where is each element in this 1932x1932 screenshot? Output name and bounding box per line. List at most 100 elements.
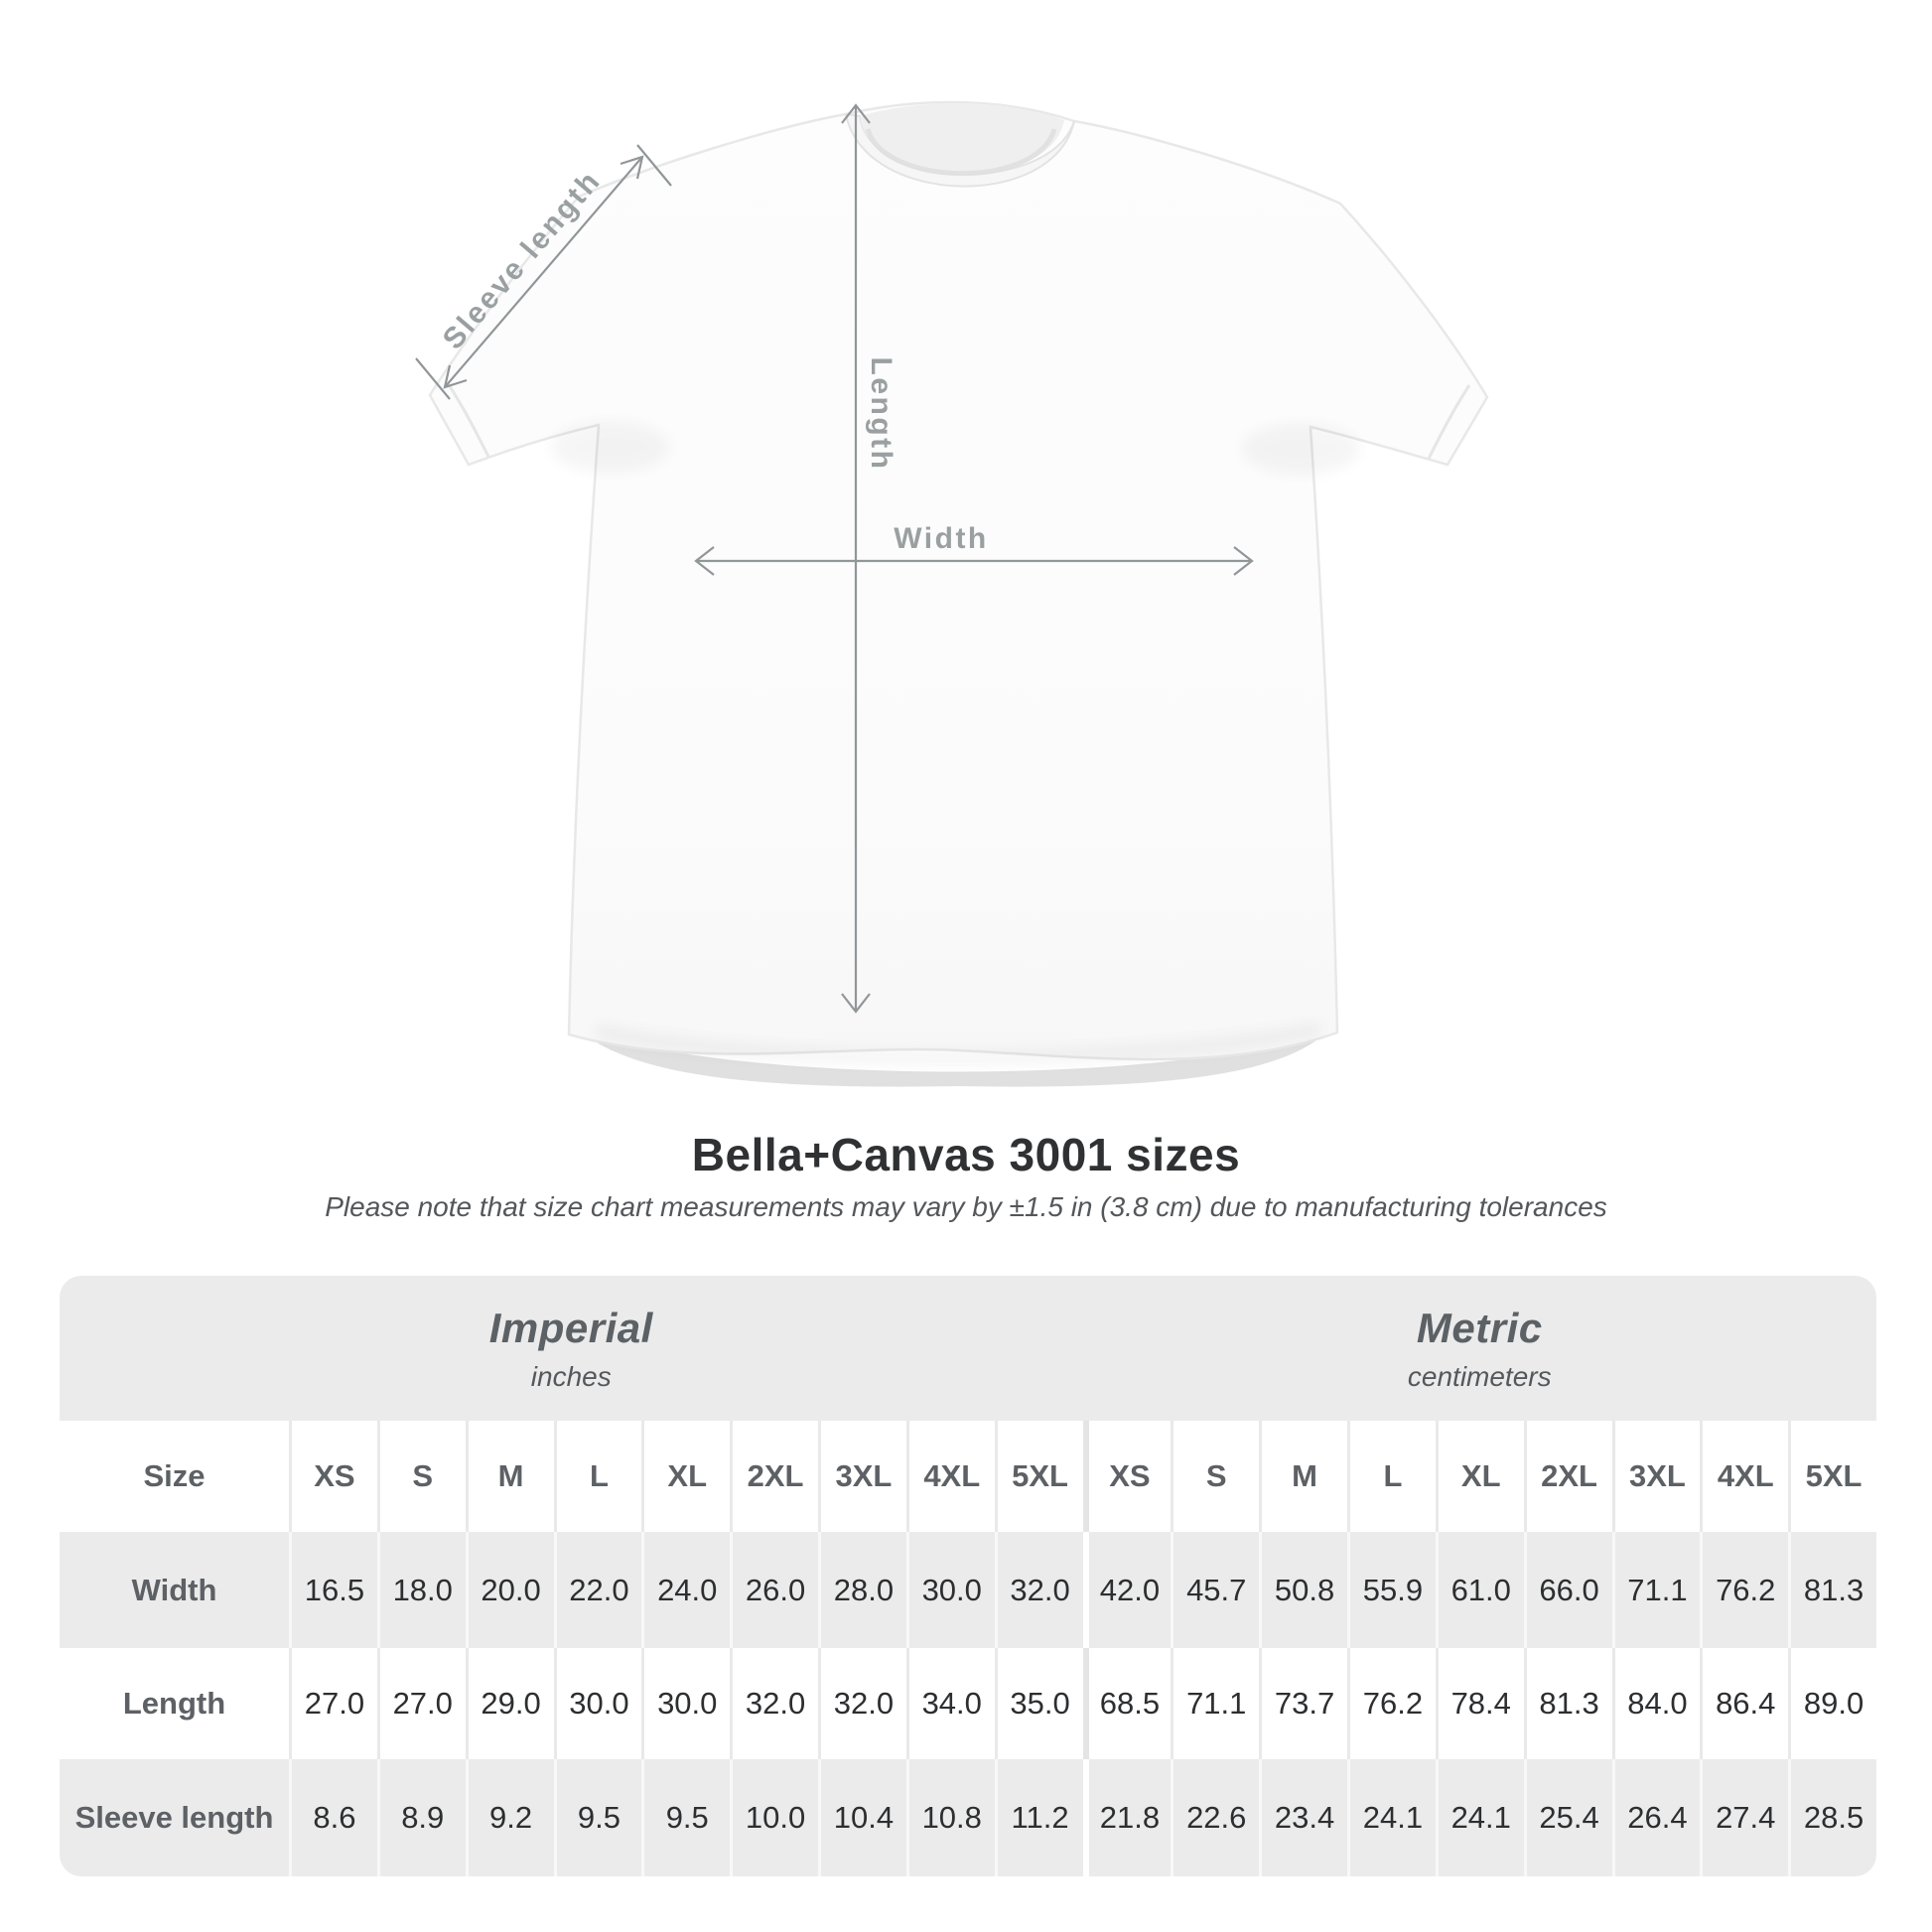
size-header-imperial-5xl: 5XL [994,1421,1083,1532]
table-cell: 24.1 [1435,1759,1524,1876]
table-cell: 84.0 [1611,1648,1701,1759]
table-cell: 86.4 [1700,1648,1789,1759]
size-header-imperial-s: S [376,1421,466,1532]
table-cell: 10.4 [818,1759,906,1876]
table-cell: 27.0 [376,1648,466,1759]
table-cell: 10.8 [905,1759,995,1876]
table-cell: 10.0 [730,1759,818,1876]
table-cell: 20.0 [465,1532,554,1648]
table-cell: 26.4 [1611,1759,1701,1876]
unit-group-imperial: Imperial inches [60,1276,1083,1421]
table-cell: 76.2 [1347,1648,1436,1759]
shade-hem [596,1021,1320,1065]
size-header-metric-3xl: 3XL [1611,1421,1701,1532]
table-cell: 9.5 [641,1759,730,1876]
size-header-metric-m: M [1259,1421,1347,1532]
table-cell: 32.0 [994,1532,1083,1648]
table-cell: 42.0 [1082,1532,1172,1648]
table-cell: 45.7 [1171,1532,1259,1648]
size-header-imperial-2xl: 2XL [730,1421,818,1532]
table-cell: 66.0 [1523,1532,1612,1648]
unit-group-name: Metric [1416,1304,1543,1351]
size-header-metric-s: S [1171,1421,1260,1532]
table-cell: 29.0 [465,1648,554,1759]
size-header-metric-4xl: 4XL [1700,1421,1789,1532]
size-header-imperial-4xl: 4XL [905,1421,995,1532]
table-cell: 8.6 [289,1759,377,1876]
table-cell: 89.0 [1788,1648,1876,1759]
table-cell: 76.2 [1700,1532,1788,1648]
page-title: Bella+Canvas 3001 sizes [691,1129,1241,1180]
left-cuff-seam [446,382,490,458]
size-column-header: Size [60,1421,289,1532]
size-header-imperial-xl: XL [641,1421,731,1532]
table-cell: 71.1 [1611,1532,1701,1648]
table-cell: 50.8 [1259,1532,1347,1648]
table-cell: 81.3 [1523,1648,1612,1759]
table-cell: 22.0 [553,1532,642,1648]
shade-right-underarm [1241,423,1360,475]
width-arrow [694,546,1254,576]
size-header-metric-xs: XS [1082,1421,1172,1532]
neck-inner-shadow [865,128,1057,177]
page-subtitle: Please note that size chart measurements… [325,1191,1607,1222]
size-header-imperial-l: L [553,1421,642,1532]
table-cell: 28.0 [818,1532,906,1648]
neck-opening [860,102,1064,175]
unit-group-unit: centimeters [1407,1360,1552,1392]
table-cell: 55.9 [1347,1532,1436,1648]
table-cell: 25.4 [1523,1759,1612,1876]
table-cell: 32.0 [730,1648,818,1759]
sleeve-length-arrow [415,144,672,400]
table-cell: 23.4 [1259,1759,1347,1876]
table-cell: 30.0 [641,1648,731,1759]
size-header-imperial-m: M [465,1421,554,1532]
table-cell: 22.6 [1171,1759,1259,1876]
table-cell: 28.5 [1788,1759,1876,1876]
right-cuff-seam [1427,384,1471,460]
size-table: Imperial inches Metric centimeters Size XS S M L… [60,1276,1876,1876]
table-cell: 16.5 [289,1532,377,1648]
tshirt-back-hem [571,1023,1335,1087]
table-cell: 27.4 [1700,1759,1788,1876]
table-cell: 71.1 [1171,1648,1260,1759]
unit-group-unit: inches [530,1360,612,1392]
size-header-metric-5xl: 5XL [1788,1421,1876,1532]
width-label: Width [894,522,989,555]
table-cell: 73.7 [1259,1648,1347,1759]
table-cell: 78.4 [1435,1648,1524,1759]
row-label: Width [131,1572,217,1607]
size-header-metric-2xl: 2XL [1523,1421,1612,1532]
size-header-metric-l: L [1347,1421,1436,1532]
table-cell: 30.0 [553,1648,642,1759]
unit-group-metric: Metric centimeters [1083,1276,1877,1421]
table-cell: 8.9 [376,1759,466,1876]
table-cell: 24.1 [1347,1759,1436,1876]
table-cell: 26.0 [730,1532,818,1648]
table-cell: 30.0 [905,1532,995,1648]
table-cell: 81.3 [1788,1532,1876,1648]
table-cell: 24.0 [641,1532,730,1648]
table-cell: 61.0 [1435,1532,1524,1648]
table-cell: 9.2 [465,1759,554,1876]
table-cell: 9.5 [553,1759,642,1876]
unit-group-name: Imperial [488,1304,653,1351]
row-label: Sleeve length [74,1800,274,1835]
size-header-metric-xl: XL [1435,1421,1524,1532]
row-label: Length [60,1648,289,1759]
table-cell: 21.8 [1082,1759,1172,1876]
table-cell: 18.0 [376,1532,466,1648]
table-cell: 34.0 [905,1648,995,1759]
length-arrow [841,103,871,1014]
tshirt-diagram: Sleeve length Length Width [415,100,1489,1087]
table-cell: 32.0 [818,1648,906,1759]
table-cell: 68.5 [1082,1648,1172,1759]
shade-left-underarm [551,421,670,473]
table-cell: 27.0 [289,1648,377,1759]
size-header-imperial-3xl: 3XL [818,1421,906,1532]
tshirt-body [428,100,1489,1061]
length-label: Length [865,357,897,472]
table-cell: 35.0 [994,1648,1083,1759]
table-cell: 11.2 [994,1759,1083,1876]
